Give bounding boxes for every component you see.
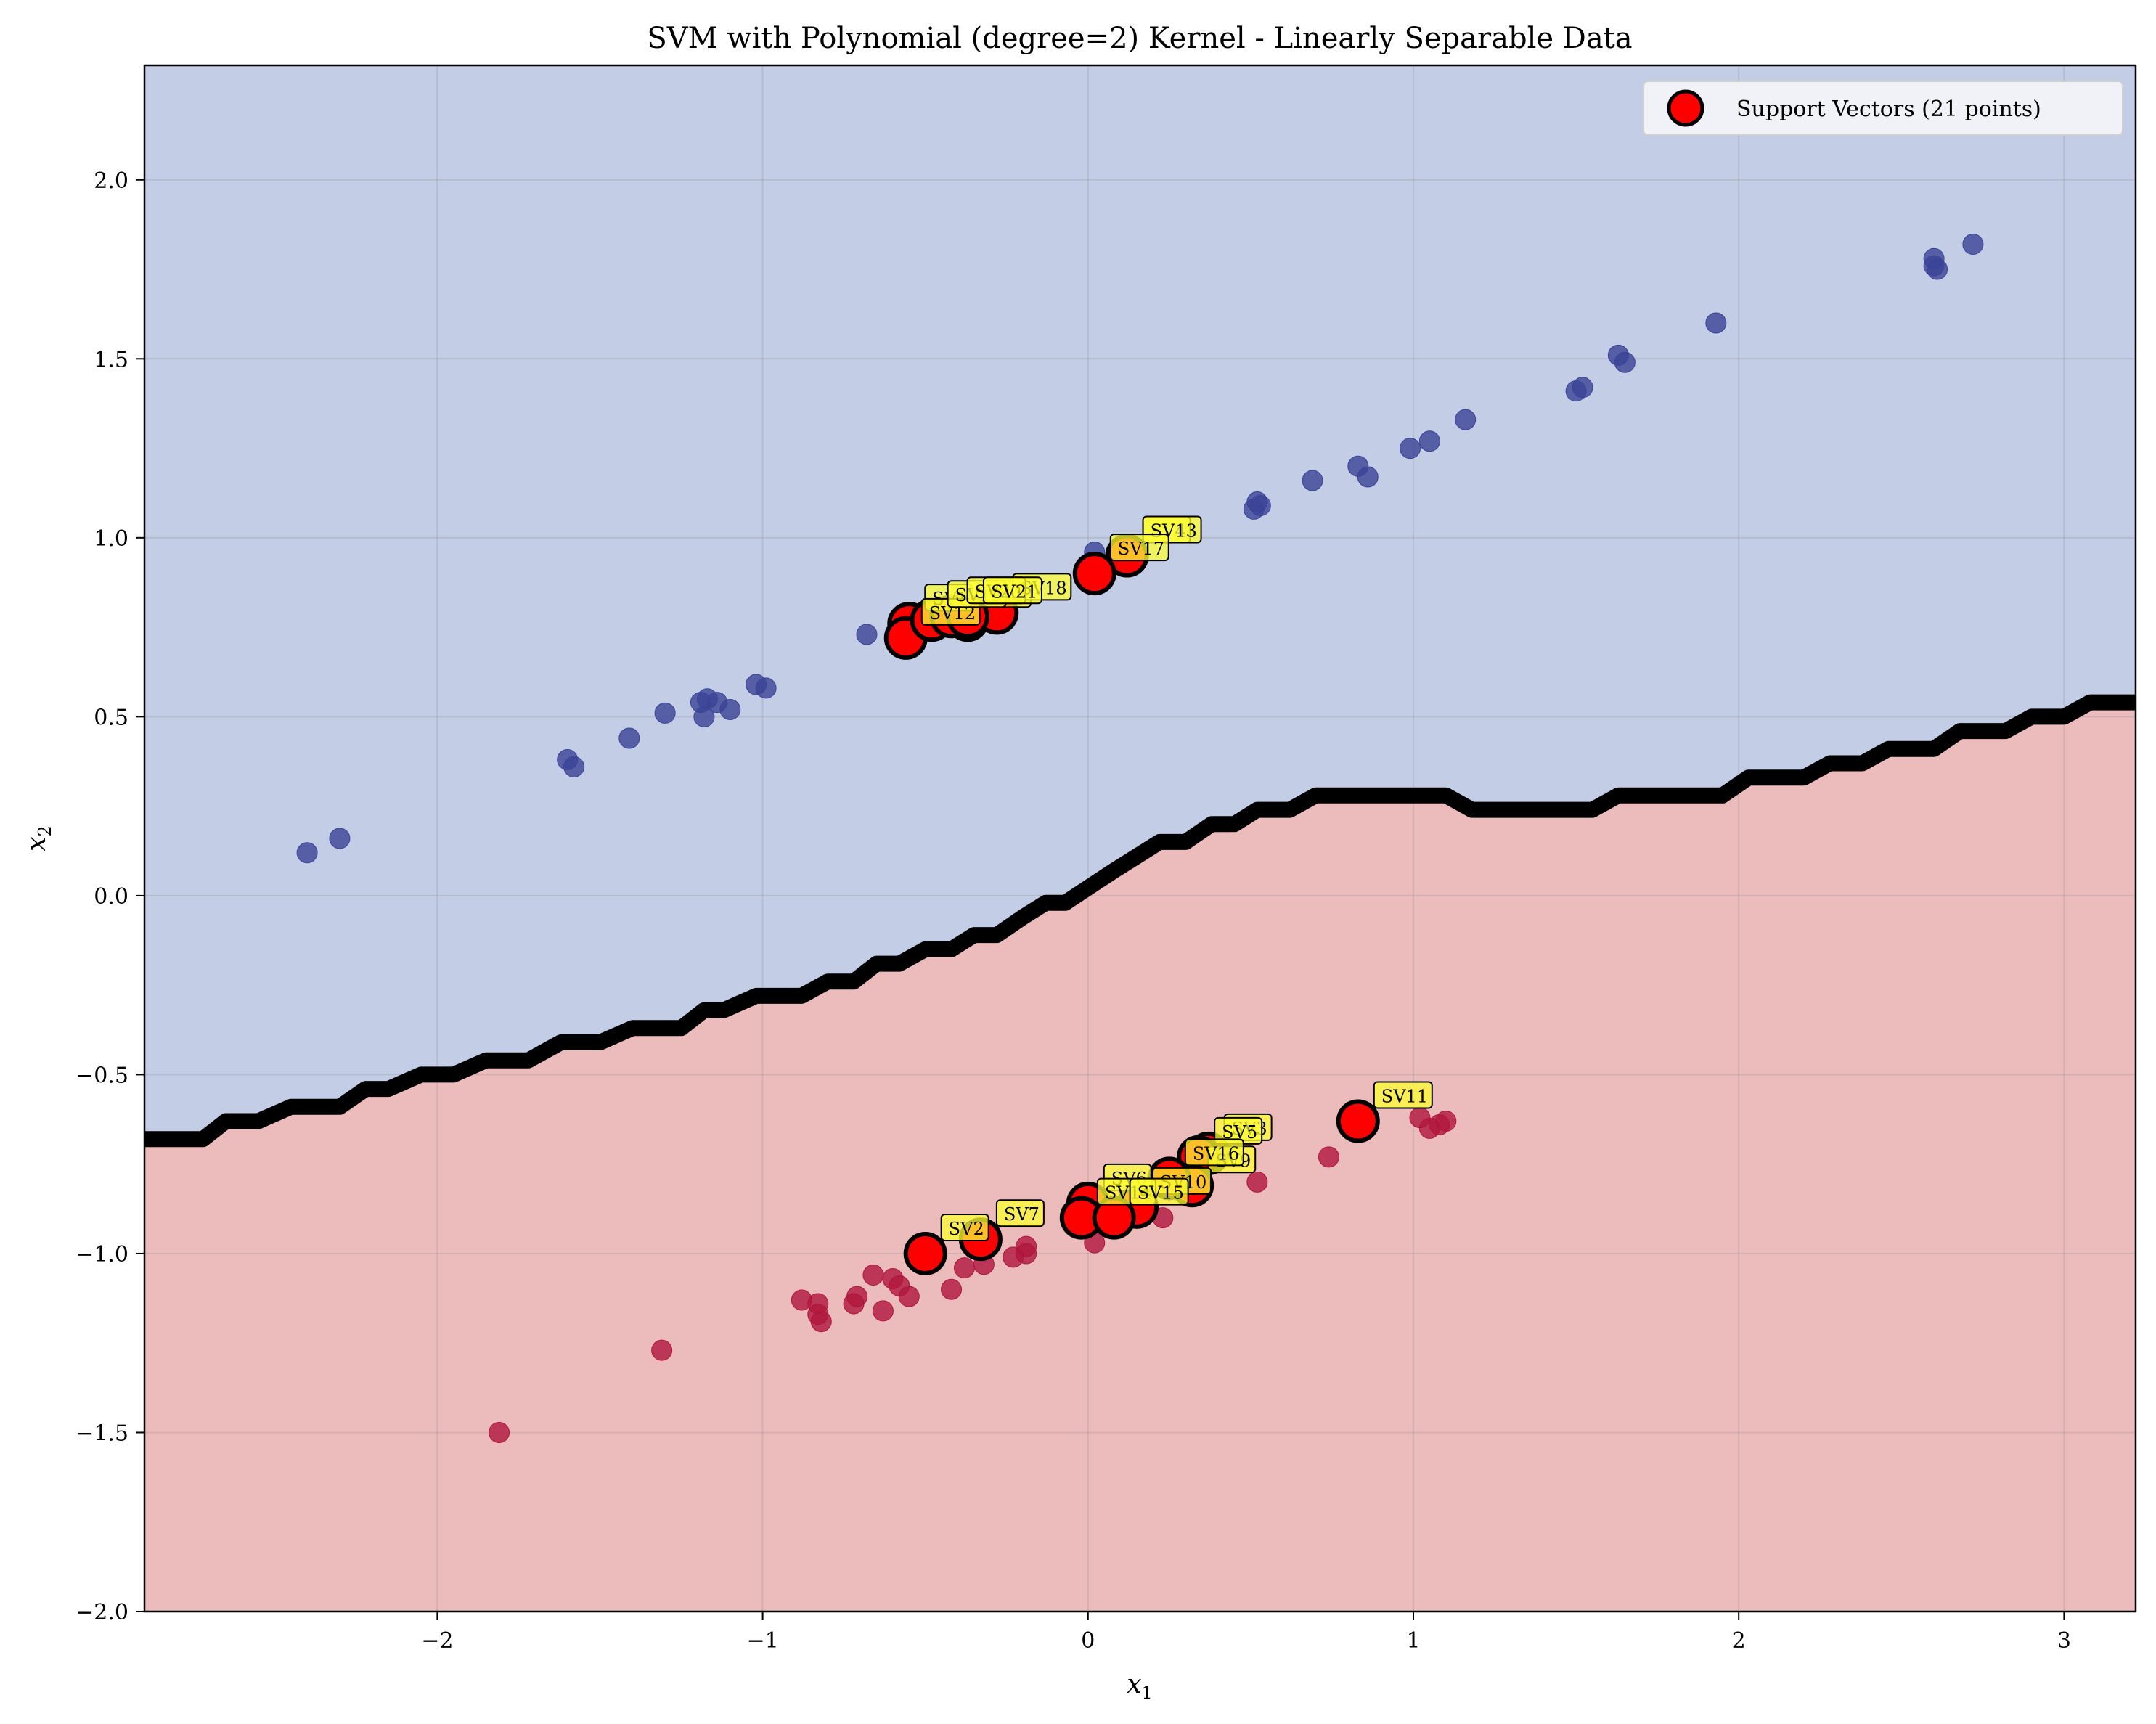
- decision-boundary-line: [144, 694, 2136, 1148]
- x-tick-label: 3: [2057, 1628, 2071, 1654]
- grid-lines: [144, 65, 2136, 1611]
- lower-decision-region: [144, 702, 2136, 1611]
- plot-frame: [143, 64, 2137, 1613]
- support-vector-label: SV15: [1138, 1183, 1184, 1204]
- y-tick-label: 1.0: [94, 526, 128, 552]
- support-vector-label-box: [995, 1199, 1045, 1227]
- support-vector-label-box: [1373, 1081, 1433, 1109]
- x-tick-label: 1: [1406, 1628, 1420, 1654]
- class-blue-point: [719, 699, 741, 720]
- support-vector-label-box: [1129, 1177, 1189, 1206]
- legend: Support Vectors (21 points): [1643, 81, 2123, 136]
- class-blue-point: [563, 756, 585, 777]
- class-blue-point: [618, 727, 640, 749]
- class-red-point: [489, 1421, 510, 1443]
- y-axis-label-sub: 2: [35, 825, 55, 836]
- y-tick-label: 0.5: [94, 705, 128, 730]
- class-blue-point: [856, 624, 878, 645]
- chart-title: SVM with Polynomial (degree=2) Kernel - …: [647, 22, 1632, 55]
- class-blue-point: [1923, 248, 1945, 269]
- support-vector-marker: [903, 1231, 947, 1275]
- class-blue-point: [296, 842, 318, 864]
- support-vector-label: SV21: [991, 581, 1037, 602]
- x-tick-label: 2: [1732, 1628, 1746, 1654]
- class-red-point: [810, 1311, 832, 1333]
- class-red-point: [941, 1278, 963, 1300]
- y-axis-label: x2: [22, 825, 55, 851]
- class-red-point: [898, 1286, 920, 1307]
- y-tick-label: 1.5: [94, 347, 128, 372]
- class-red-point: [1016, 1235, 1037, 1257]
- class-blue-points: [296, 234, 1984, 864]
- plot-area: SV1SV2SV3SV4SV5SV6SV7SV8SV9SV10SV11SV12S…: [144, 65, 2136, 1611]
- x-tick-label: −1: [746, 1628, 778, 1654]
- y-tick-label: −0.5: [75, 1063, 128, 1088]
- class-blue-point: [1357, 466, 1379, 488]
- support-vector-label-box: [1109, 534, 1169, 562]
- y-tick-label: 2.0: [94, 168, 128, 194]
- y-axis-label-group: x2: [22, 825, 55, 851]
- class-red-point: [953, 1257, 975, 1279]
- support-vector-label-box: [940, 1213, 989, 1241]
- legend-support-vector-marker: [1667, 89, 1704, 127]
- class-blue-point: [1572, 377, 1593, 399]
- support-vector-label: SV11: [1381, 1087, 1428, 1107]
- support-vector-label: SV17: [1118, 539, 1164, 559]
- y-tick-label: −1.5: [75, 1421, 128, 1446]
- y-tick-label: 0.0: [94, 884, 128, 910]
- class-blue-point: [755, 677, 777, 699]
- x-tick-label: −2: [421, 1628, 453, 1654]
- class-red-point: [862, 1265, 884, 1286]
- legend-box: [1643, 81, 2123, 136]
- class-blue-point: [1418, 430, 1440, 452]
- class-red-point: [872, 1300, 894, 1322]
- class-red-point: [1435, 1111, 1457, 1132]
- support-vector-label-box: [1184, 1138, 1244, 1167]
- class-blue-point: [1400, 438, 1421, 459]
- y-tick-label: −2.0: [75, 1600, 128, 1625]
- class-blue-point: [654, 702, 676, 724]
- support-vector-label: SV2: [949, 1219, 984, 1239]
- support-vector-labels: SV1SV2SV3SV4SV5SV6SV7SV8SV9SV10SV11SV12S…: [920, 515, 1433, 1241]
- class-blue-point: [329, 828, 351, 849]
- class-red-point: [651, 1339, 673, 1361]
- class-blue-point: [1455, 409, 1477, 430]
- y-axis-label-var: x: [22, 836, 52, 851]
- class-blue-point: [1705, 312, 1727, 334]
- support-vector-marker: [1072, 552, 1116, 596]
- class-red-point: [846, 1286, 868, 1307]
- class-blue-point: [1614, 351, 1636, 373]
- support-vector-marker: [1336, 1099, 1380, 1143]
- support-vector-label: SV16: [1193, 1143, 1239, 1164]
- support-vector-label-box: [982, 576, 1042, 605]
- x-axis-label: x1: [1127, 1670, 1153, 1703]
- class-red-point: [1318, 1146, 1339, 1168]
- y-axis-ticks: −2.0 −1.5 −1.0 −0.5 0.0 0.5 1.0 1.5 2.0: [75, 168, 144, 1625]
- class-red-point: [1246, 1171, 1268, 1193]
- y-tick-label: −1.0: [75, 1242, 128, 1267]
- support-vector-label: SV7: [1004, 1204, 1040, 1225]
- class-blue-point: [1302, 470, 1323, 491]
- x-tick-label: 0: [1081, 1628, 1095, 1654]
- x-axis-label-sub: 1: [1142, 1683, 1153, 1703]
- x-axis-label-var: x: [1127, 1670, 1141, 1699]
- x-axis-ticks: −2 −1 0 1 2 3: [421, 1611, 2071, 1654]
- class-blue-point: [1962, 234, 1984, 256]
- legend-label: Support Vectors (21 points): [1736, 97, 2041, 122]
- class-blue-point: [1249, 494, 1271, 516]
